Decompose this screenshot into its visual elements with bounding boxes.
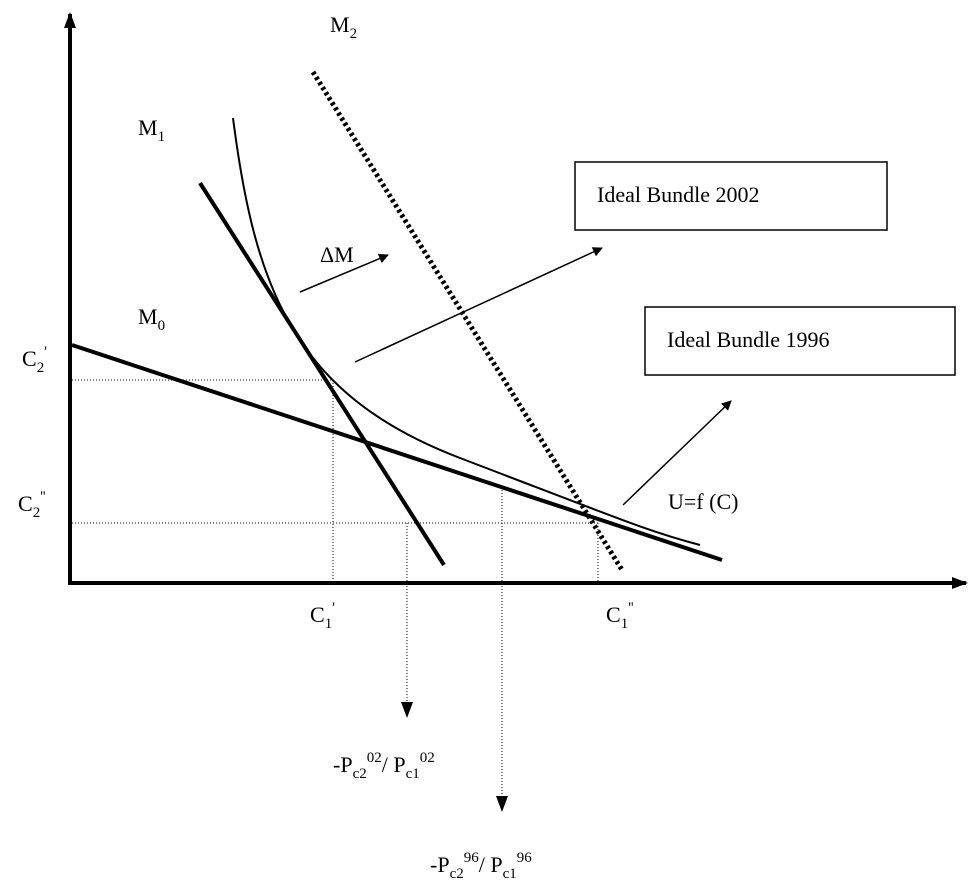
indifference-curve	[232, 117, 701, 546]
label-part: C	[22, 346, 37, 371]
budget-line-m2	[310, 70, 625, 572]
label-part: C	[18, 491, 33, 516]
slope-label: -Pc296/ Pc196	[430, 850, 532, 882]
shift-arrow	[299, 253, 389, 293]
pointer-arrow	[622, 400, 732, 506]
subscript: 1	[621, 616, 629, 632]
label-part: C	[310, 602, 325, 627]
box-label: Ideal Bundle 2002	[597, 182, 760, 207]
superscript: 02	[420, 750, 435, 766]
subscript: 1	[158, 129, 166, 145]
guides	[72, 379, 599, 812]
label-m2: M2	[330, 12, 357, 42]
box-label: Ideal Bundle 1996	[667, 327, 830, 352]
superscript: 96	[464, 850, 480, 866]
subscript: 0	[158, 318, 166, 334]
subscript: 2	[37, 360, 45, 376]
label-part: -P	[430, 852, 450, 877]
label-part: M	[330, 12, 350, 37]
label-part: / P	[479, 852, 503, 877]
superscript: ''	[628, 600, 634, 616]
pointer-arrow	[354, 247, 603, 363]
superscript: '	[332, 600, 335, 616]
budget-line-m0	[71, 343, 723, 562]
label-m1: M1	[138, 115, 165, 145]
superscript: 96	[517, 850, 533, 866]
label-part: / P	[382, 752, 406, 777]
subscript: c2	[450, 866, 464, 882]
label-delta-m: ΔM	[320, 242, 354, 267]
slope-label: -Pc202/ Pc102	[333, 750, 435, 782]
label-c2-prime: C2'	[22, 344, 47, 376]
subscript: 2	[33, 505, 41, 521]
label-c2-double-prime: C2''	[18, 489, 46, 521]
label-part: C	[606, 602, 621, 627]
subscript: c2	[353, 766, 367, 782]
label-c1-prime: C1'	[310, 600, 335, 632]
label-part: M	[138, 115, 158, 140]
label-part: -P	[333, 752, 353, 777]
budget-line-m1	[198, 181, 446, 567]
superscript: ''	[40, 489, 46, 505]
subscript: 1	[325, 616, 333, 632]
label-box	[644, 306, 956, 376]
label-box	[574, 161, 888, 231]
superscript: '	[44, 344, 47, 360]
subscript: c1	[406, 766, 420, 782]
label-m0: M0	[138, 304, 165, 334]
superscript: 02	[367, 750, 382, 766]
label-utility: U=f (C)	[668, 489, 738, 514]
subscript: 2	[350, 26, 358, 42]
subscript: c1	[503, 866, 517, 882]
label-part: M	[138, 304, 158, 329]
label-c1-double-prime: C1''	[606, 600, 634, 632]
